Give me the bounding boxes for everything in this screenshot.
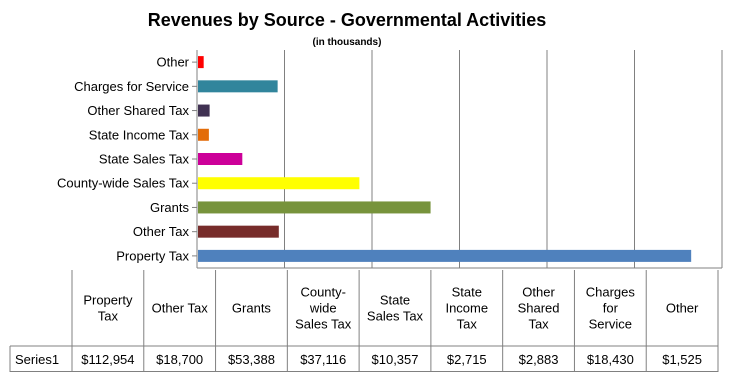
table-value: $18,700 bbox=[156, 352, 203, 367]
category-label: Other Shared Tax bbox=[87, 103, 189, 118]
bar bbox=[198, 177, 360, 190]
table-header-line: State bbox=[380, 293, 410, 308]
table-header-line: Property bbox=[83, 293, 133, 308]
table-value: $2,715 bbox=[447, 352, 487, 367]
bar bbox=[198, 225, 279, 238]
table-header-line: wide bbox=[309, 301, 337, 316]
table-value: $18,430 bbox=[587, 352, 634, 367]
table-header-line: County- bbox=[300, 285, 346, 300]
table-header-line: Other Tax bbox=[152, 301, 209, 316]
table-header-line: Shared bbox=[518, 301, 560, 316]
table-header: Charges for Service bbox=[586, 285, 636, 332]
bar-group bbox=[198, 56, 692, 262]
table-header: County-wide Sales Tax bbox=[295, 285, 352, 332]
table-value: $37,116 bbox=[300, 352, 346, 367]
bar bbox=[198, 104, 210, 117]
category-label: State Sales Tax bbox=[99, 152, 190, 167]
table-header-line: Income bbox=[445, 301, 488, 316]
table-header: Other Tax bbox=[152, 301, 209, 316]
category-label: Charges for Service bbox=[74, 79, 189, 94]
bar bbox=[198, 56, 204, 69]
category-labels: Property Tax Other Tax Grants County-wide S… bbox=[57, 55, 197, 263]
bar bbox=[198, 153, 243, 165]
category-label: Other Tax bbox=[133, 224, 190, 239]
table-value: $53,388 bbox=[228, 352, 275, 367]
table-value: $112,954 bbox=[81, 352, 134, 367]
table-header: Property Tax bbox=[83, 293, 133, 324]
table-header: Other bbox=[666, 301, 699, 316]
table-header: Grants bbox=[232, 301, 272, 316]
table-value: $10,357 bbox=[372, 352, 419, 367]
table-header: State Income Tax bbox=[445, 285, 488, 332]
table-header-line: Grants bbox=[232, 301, 272, 316]
table-header-line: Other bbox=[522, 285, 555, 300]
table-value: $2,883 bbox=[519, 352, 559, 367]
table-header-line: Charges bbox=[586, 285, 636, 300]
table-header-line: Tax bbox=[528, 317, 549, 332]
table-header-line: Service bbox=[589, 317, 632, 332]
table-header-line: Tax bbox=[457, 317, 478, 332]
series-name-label: Series1 bbox=[15, 352, 59, 367]
table-header-line: Sales Tax bbox=[295, 317, 352, 332]
bar bbox=[198, 128, 209, 141]
chart-subtitle: (in thousands) bbox=[313, 37, 382, 48]
table-header: Other Shared Tax bbox=[518, 285, 560, 332]
gridlines bbox=[196, 50, 723, 269]
table-header-line: Tax bbox=[98, 309, 119, 324]
table-value: $1,525 bbox=[662, 352, 702, 367]
bar bbox=[198, 80, 278, 93]
category-label: Other bbox=[156, 55, 189, 70]
table-header-line: for bbox=[603, 301, 619, 316]
category-label: Property Tax bbox=[116, 248, 189, 263]
bar bbox=[198, 201, 431, 214]
category-label: Grants bbox=[150, 200, 190, 215]
bar bbox=[198, 249, 692, 262]
category-label: State Income Tax bbox=[89, 127, 190, 142]
table-header-line: State bbox=[452, 285, 482, 300]
chart-title: Revenues by Source - Governmental Activi… bbox=[148, 10, 546, 30]
table-header-line: Other bbox=[666, 301, 699, 316]
table-header-line: Sales Tax bbox=[367, 309, 424, 324]
category-label: County-wide Sales Tax bbox=[57, 176, 189, 191]
table-header: State Sales Tax bbox=[367, 293, 424, 324]
